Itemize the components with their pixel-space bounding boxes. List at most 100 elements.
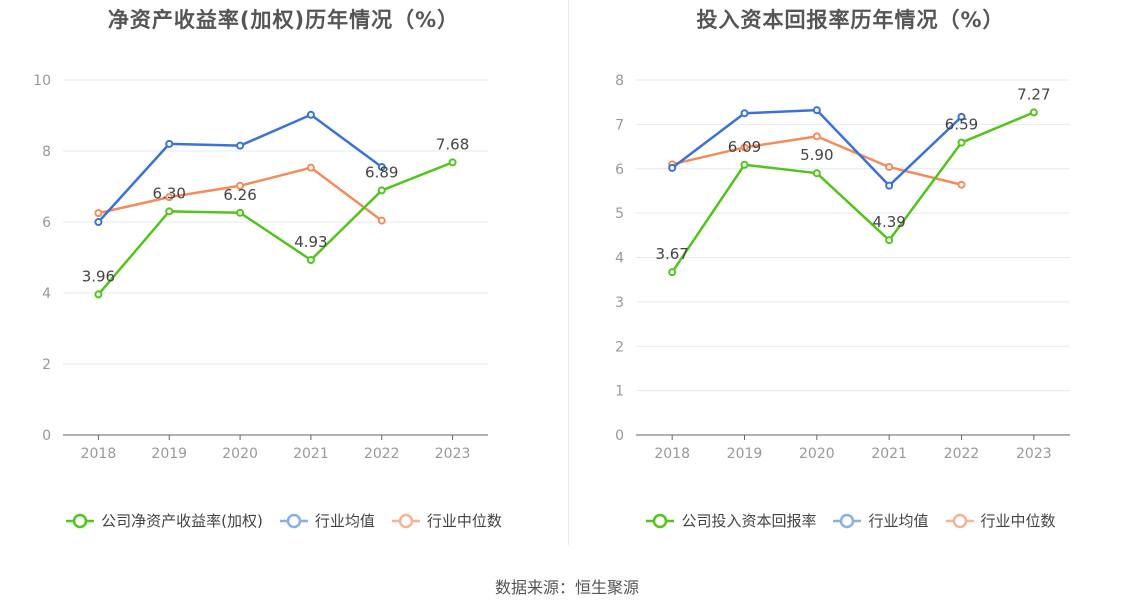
data-point-avg[interactable] [377, 162, 386, 171]
data-point-median[interactable] [236, 181, 245, 190]
data-label: 7.27 [1017, 85, 1050, 103]
y-tick-label: 0 [42, 428, 51, 444]
data-point-avg[interactable] [740, 109, 749, 118]
y-tick-label: 8 [615, 73, 624, 89]
y-tick-label: 0 [615, 428, 624, 444]
y-tick-label: 3 [615, 295, 624, 311]
data-label: 6.89 [365, 163, 398, 181]
x-tick-label: 2020 [799, 446, 835, 462]
x-tick-label: 2019 [151, 446, 187, 462]
legend-item-avg[interactable]: 行业均值 [832, 510, 929, 531]
series-line-company [671, 111, 1035, 273]
data-label: 3.67 [655, 245, 688, 263]
legend-label: 行业中位数 [426, 512, 502, 530]
data-label: 7.68 [436, 135, 469, 153]
data-point-company[interactable] [740, 160, 749, 169]
data-point-avg[interactable] [306, 110, 315, 119]
x-tick-label: 2021 [871, 446, 907, 462]
x-tick-label: 2023 [435, 446, 471, 462]
data-point-median[interactable] [885, 162, 894, 171]
chart-plot-roic: 0 1 2 3 4 5 6 7 8 2018 2019 2020 2021 2022 2023 3.67 6.0… [615, 73, 1070, 462]
legend-item-median[interactable]: 行业中位数 [391, 510, 502, 531]
x-tick-label: 2018 [654, 446, 690, 462]
x-tick-label: 2022 [944, 446, 980, 462]
chart-title: 投入资本回报率历年情况（%） [696, 8, 1005, 32]
y-tick-label: 2 [42, 357, 51, 373]
data-point-company[interactable] [448, 158, 457, 167]
y-tick-label: 4 [42, 286, 51, 302]
y-tick-label: 6 [42, 215, 51, 231]
data-point-company[interactable] [306, 255, 315, 264]
data-point-company[interactable] [957, 138, 966, 147]
data-point-avg[interactable] [668, 163, 677, 172]
chart-panel-roe: 净资产收益率(加权)历年情况（%） 0 2 4 6 8 10 2018 2019 2020 202… [0, 0, 567, 560]
data-label: 6.59 [945, 116, 978, 134]
y-tick-label: 8 [42, 144, 51, 160]
data-point-company[interactable] [236, 208, 245, 217]
legend-line-icon [833, 513, 862, 528]
data-point-avg[interactable] [165, 139, 174, 148]
x-tick-label: 2020 [222, 446, 258, 462]
x-tick-label: 2018 [81, 446, 117, 462]
y-tick-label: 10 [33, 73, 51, 89]
data-point-median[interactable] [165, 193, 174, 202]
y-tick-label: 1 [615, 384, 624, 400]
chart-legend: 公司投入资本回报率 行业均值 行业中位数 [567, 510, 1134, 531]
x-tick-label: 2021 [293, 446, 329, 462]
legend-line-icon [391, 513, 420, 528]
legend-line-icon [279, 513, 308, 528]
y-tick-label: 7 [615, 117, 624, 133]
data-point-median[interactable] [812, 132, 821, 141]
data-point-avg[interactable] [812, 106, 821, 115]
data-label: 4.93 [294, 233, 327, 251]
legend-label: 行业中位数 [980, 512, 1056, 530]
y-tick-label: 5 [615, 206, 624, 222]
x-tick-label: 2019 [727, 446, 763, 462]
legend-line-icon [66, 513, 95, 528]
data-label: 6.26 [223, 186, 256, 204]
y-tick-label: 4 [615, 251, 624, 267]
data-label: 3.96 [82, 267, 115, 285]
data-point-median[interactable] [377, 216, 386, 225]
series-line-company [97, 161, 454, 296]
legend-item-median[interactable]: 行业中位数 [945, 510, 1056, 531]
legend-item-company[interactable]: 公司净资产收益率(加权) [65, 510, 263, 531]
legend-line-icon [945, 513, 974, 528]
data-point-median[interactable] [740, 143, 749, 152]
data-label: 4.39 [872, 213, 905, 231]
data-point-median[interactable] [957, 180, 966, 189]
y-tick-label: 6 [615, 162, 624, 178]
data-label: 6.09 [728, 138, 761, 156]
x-tick-label: 2023 [1016, 446, 1052, 462]
data-point-avg[interactable] [885, 181, 894, 190]
data-point-company[interactable] [94, 290, 103, 299]
legend-label: 公司净资产收益率(加权) [101, 512, 263, 530]
legend-line-icon [646, 513, 675, 528]
data-point-company[interactable] [377, 186, 386, 195]
legend-label: 行业均值 [868, 512, 929, 530]
data-point-company[interactable] [1029, 108, 1038, 117]
data-point-company[interactable] [885, 236, 894, 245]
data-point-avg[interactable] [236, 141, 245, 150]
chart-title: 净资产收益率(加权)历年情况（%） [107, 8, 460, 32]
legend-label: 公司投入资本回报率 [681, 512, 817, 530]
chart-panel-roic: 投入资本回报率历年情况（%） 0 1 2 3 4 5 6 7 8 2018 2019 2020 2021… [567, 0, 1134, 560]
x-tick-label: 2022 [364, 446, 400, 462]
data-point-company[interactable] [165, 207, 174, 216]
legend-item-avg[interactable]: 行业均值 [279, 510, 375, 531]
data-point-avg[interactable] [957, 112, 966, 121]
data-label: 6.30 [153, 184, 186, 202]
data-point-company[interactable] [812, 169, 821, 178]
data-point-company[interactable] [668, 268, 677, 277]
chart-legend: 公司净资产收益率(加权) 行业均值 行业中位数 [0, 510, 567, 531]
y-tick-label: 2 [615, 339, 624, 355]
legend-label: 行业均值 [314, 512, 375, 530]
legend-item-company[interactable]: 公司投入资本回报率 [645, 510, 816, 531]
chart-plot-roe: 0 2 4 6 8 10 2018 2019 2020 2021 2022 2023 3.96 6.30 6… [33, 73, 488, 462]
data-point-median[interactable] [94, 209, 103, 218]
data-label: 5.90 [800, 146, 833, 164]
data-point-avg[interactable] [94, 218, 103, 226]
data-point-median[interactable] [306, 163, 315, 172]
panel-divider [568, 0, 569, 545]
data-source-note: 数据来源：恒生聚源 [494, 578, 639, 597]
